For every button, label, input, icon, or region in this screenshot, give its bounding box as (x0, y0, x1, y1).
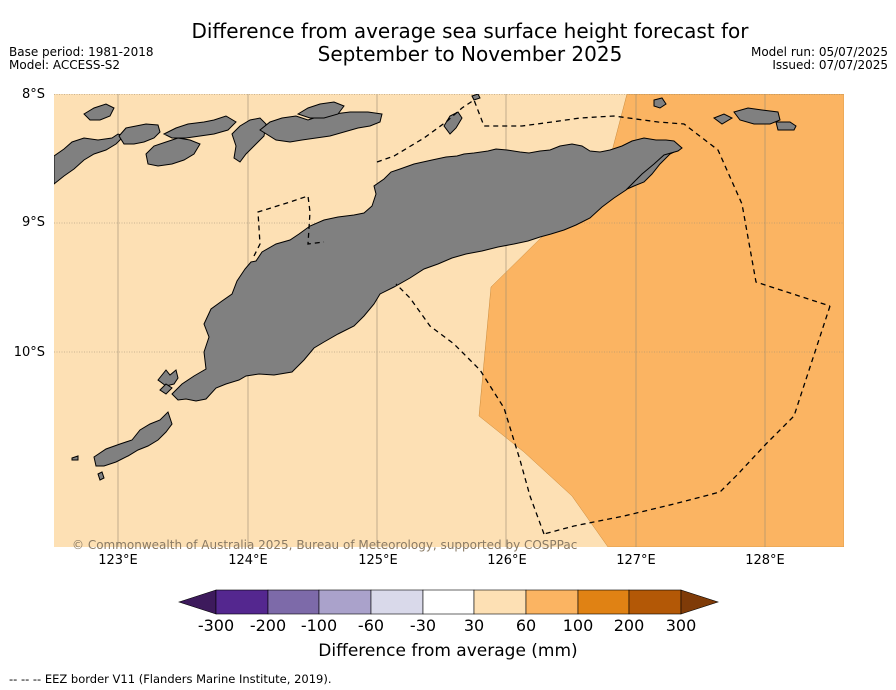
small-islet-a (83, 103, 115, 121)
eez-border (253, 99, 831, 535)
colorbar-tick: -60 (357, 616, 385, 635)
colorbar-title: Difference from average (mm) (318, 641, 578, 661)
lat-label-9s: 9°S (21, 215, 45, 230)
map-panel (54, 94, 844, 547)
lon-label-126e: 126°E (487, 553, 527, 568)
colorbar-bin-300-200 (215, 589, 269, 615)
lomblen-island (162, 115, 237, 139)
colorbar-tick: 60 (515, 616, 537, 635)
colorbar-extend-low (178, 589, 217, 615)
eez-line-north (376, 99, 831, 307)
land (54, 94, 797, 481)
small-islet-f (775, 121, 797, 131)
colorbar-bin-100-60 (318, 589, 372, 615)
eez-line-oecusse (253, 195, 325, 257)
eez-footnote: -- -- -- EEZ border V11 (Flanders Marine… (9, 672, 332, 686)
timor-main (171, 137, 683, 402)
lon-label-128e: 128°E (745, 553, 785, 568)
colorbar-bin-200-100 (267, 589, 320, 615)
sawu-tiny (71, 455, 79, 461)
colorbar-bin-200-300 (628, 589, 682, 615)
model-run-text: Model run: 05/07/2025 (750, 45, 888, 59)
copyright-notice: © Commonwealth of Australia 2025, Bureau… (72, 538, 578, 552)
small-islet-e (712, 113, 734, 125)
flores-east-island (54, 133, 125, 185)
lon-label-124e: 124°E (228, 553, 268, 568)
solor-island (118, 123, 161, 145)
base-period-text: Base period: 1981-2018 (9, 45, 154, 59)
colorbar-tick: 30 (463, 616, 485, 635)
lon-label-127e: 127°E (616, 553, 656, 568)
lon-label-125e: 125°E (358, 553, 398, 568)
lat-label-8s: 8°S (21, 87, 45, 102)
colorbar-tick: -200 (249, 616, 287, 635)
colorbar-tick: -300 (197, 616, 235, 635)
colorbar-tick: -100 (300, 616, 338, 635)
meta-left: Base period: 1981-2018 Model: ACCESS-S2 (9, 46, 154, 72)
chart-title: Difference from average sea surface heig… (150, 20, 790, 66)
colorbar-tick: 300 (665, 616, 697, 635)
title-line-2: September to November 2025 (317, 42, 623, 66)
sawu-small (97, 471, 105, 481)
small-islet-d (733, 107, 781, 125)
colorbar-bin-100-200 (577, 589, 630, 615)
eez-line-south (543, 305, 831, 535)
issued-text: Issued: 07/07/2025 (772, 58, 888, 72)
map-svg (54, 94, 844, 547)
lat-label-10s: 10°S (13, 345, 45, 360)
colorbar-extend-high (680, 589, 719, 615)
colorbar (178, 589, 719, 615)
colorbar-bin-60-100 (525, 589, 579, 615)
colorbar-tick: -30 (409, 616, 437, 635)
alor-island (259, 111, 383, 143)
small-islet-g (471, 94, 481, 101)
model-text: Model: ACCESS-S2 (9, 58, 121, 72)
small-islet-b (443, 111, 463, 135)
lon-label-123e: 123°E (98, 553, 138, 568)
colorbar-bin-60-30 (370, 589, 424, 615)
sawu-main (93, 411, 173, 467)
title-line-1: Difference from average sea surface heig… (191, 19, 749, 43)
pantar-island (231, 117, 267, 163)
adonara-island (145, 137, 201, 167)
semau-island (159, 383, 173, 395)
small-islet-c (653, 97, 667, 109)
colorbar-tick: 200 (613, 616, 645, 635)
wetar-west-island (296, 101, 345, 119)
meta-right: Model run: 05/07/2025 Issued: 07/07/2025 (751, 46, 888, 72)
colorbar-tick: 100 (562, 616, 594, 635)
colorbar-bin-30-30 (422, 589, 475, 615)
colorbar-bin-30-60 (473, 589, 527, 615)
